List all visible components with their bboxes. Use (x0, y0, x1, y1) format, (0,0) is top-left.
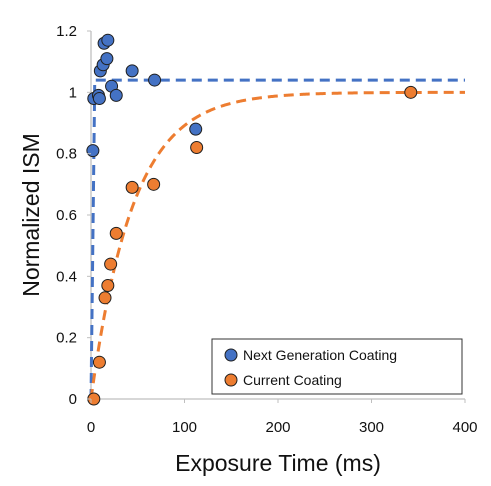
data-point-current (147, 177, 161, 191)
y-tick-label: 0 (69, 391, 77, 408)
data-point-next-generation (92, 91, 106, 105)
legend-box (211, 338, 463, 395)
data-point-current (125, 180, 139, 194)
x-tick-label: 100 (172, 419, 197, 436)
tick-labels: 0 100 200 300 400 0 0.2 0.4 0.6 0.8 1 1.2 (56, 23, 477, 436)
y-tick-label: 0.8 (56, 146, 77, 163)
x-tick-label: 400 (452, 419, 477, 436)
data-point-next-generation (100, 52, 114, 66)
legend: Next Generation Coating Current Coating (211, 338, 463, 395)
data-point-current (190, 141, 204, 155)
x-tick-label: 0 (87, 419, 95, 436)
y-tick-label: 1 (69, 84, 77, 101)
data-point-next-generation (189, 122, 203, 136)
data-point-next-generation (86, 144, 100, 158)
data-point-current (92, 355, 106, 369)
y-tick-label: 0.2 (56, 330, 77, 347)
y-axis-title: Normalized ISM (18, 133, 44, 297)
data-point-next-generation (101, 33, 115, 47)
data-point-next-generation (148, 73, 162, 87)
fit-curve-current (89, 90, 465, 400)
data-point-current (109, 226, 123, 240)
x-axis-title: Exposure Time (ms) (175, 450, 381, 476)
y-tick-label: 0.4 (56, 268, 77, 285)
x-tick-label: 300 (359, 419, 384, 436)
data-point-current (404, 85, 418, 99)
legend-label-current: Current Coating (243, 372, 342, 388)
legend-label-next-generation: Next Generation Coating (243, 347, 397, 363)
x-tick-label: 200 (265, 419, 290, 436)
y-tick-label: 0.6 (56, 207, 77, 224)
data-point-current (104, 257, 118, 271)
legend-marker-current (224, 373, 238, 387)
data-point-current (101, 279, 115, 293)
legend-marker-next-generation (224, 348, 238, 362)
data-point-next-generation (109, 88, 123, 102)
data-point-current (98, 291, 112, 305)
data-point-next-generation (125, 64, 139, 78)
y-tick-label: 1.2 (56, 23, 77, 40)
